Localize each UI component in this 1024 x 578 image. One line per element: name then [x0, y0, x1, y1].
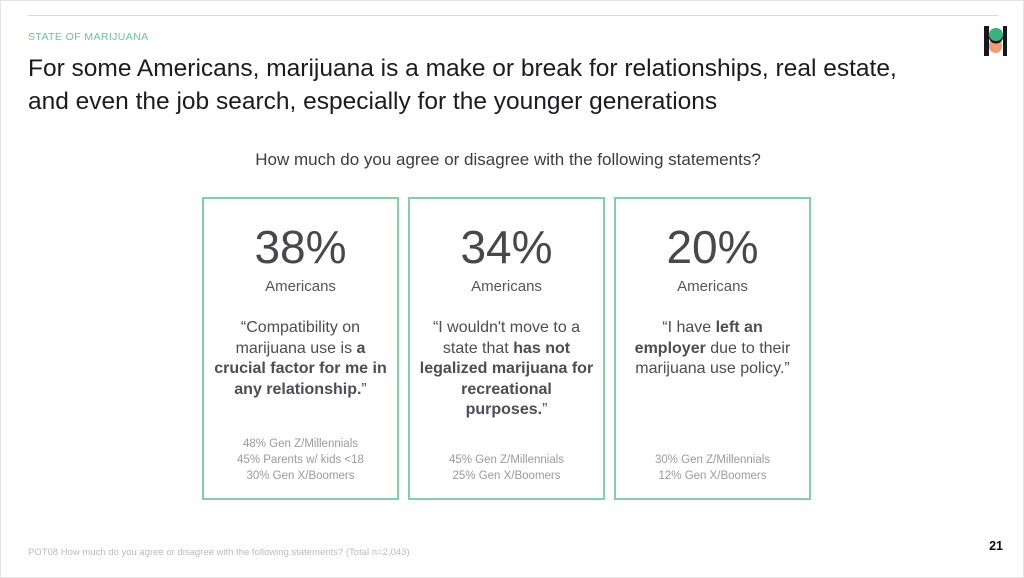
- quote-bold: has not legalized marijuana for recreati…: [419, 339, 594, 419]
- harris-poll-logo-icon: [984, 26, 1007, 56]
- stat-value: 34%: [460, 221, 553, 273]
- stat-label: Americans: [471, 278, 542, 296]
- quote-suffix: due to their marijuana use policy.”: [635, 339, 791, 378]
- logo-orange-dot-icon: [988, 39, 1003, 53]
- stat-card-real-estate: 34% Americans “I wouldn't move to a stat…: [408, 197, 605, 500]
- quote-suffix: ”: [361, 380, 367, 398]
- demographic-breakdowns: 30% Gen Z/Millennials 12% Gen X/Boomers: [655, 452, 770, 484]
- breakdown-line: 12% Gen X/Boomers: [658, 469, 767, 482]
- source-footnote: POT08 How much do you agree or disagree …: [28, 547, 410, 558]
- stat-value: 38%: [254, 221, 347, 273]
- demographic-breakdowns: 48% Gen Z/Millennials 45% Parents w/ kid…: [237, 436, 364, 484]
- section-eyebrow: STATE OF MARIJUANA: [28, 31, 149, 43]
- breakdown-line: 45% Parents w/ kids <18: [237, 453, 364, 466]
- breakdown-line: 45% Gen Z/Millennials: [448, 453, 565, 466]
- slide-title: For some Americans, marijuana is a make …: [28, 55, 897, 115]
- quote-text: “I wouldn't move to a state that has not…: [419, 318, 594, 420]
- stat-value: 20%: [666, 221, 759, 273]
- quote-text: “I have left an employer due to their ma…: [625, 318, 800, 379]
- stat-card-employer: 20% Americans “I have left an employer d…: [614, 197, 811, 500]
- stat-label: Americans: [677, 278, 748, 296]
- logo-left-bar-icon: [984, 26, 989, 56]
- breakdown-line: 25% Gen X/Boomers: [452, 469, 561, 482]
- logo-green-dot-icon: [988, 27, 1003, 41]
- stat-cards-row: 38% Americans “Compatibility on marijuan…: [202, 197, 811, 500]
- quote-text: “Compatibility on marijuana use is a cru…: [213, 318, 388, 400]
- logo-right-bar-icon: [1002, 26, 1007, 56]
- quote-prefix: “I have: [662, 319, 716, 337]
- quote-suffix: ”: [542, 401, 548, 419]
- survey-question: How much do you agree or disagree with t…: [255, 150, 761, 169]
- demographic-breakdowns: 45% Gen Z/Millennials 25% Gen X/Boomers: [449, 452, 564, 484]
- quote-bold: a crucial factor for me in any relations…: [214, 339, 387, 398]
- quote-bold: left an employer: [634, 319, 763, 357]
- breakdown-line: 30% Gen X/Boomers: [246, 469, 355, 482]
- stat-label: Americans: [265, 278, 336, 296]
- quote-prefix: “Compatibility on marijuana use is: [235, 319, 361, 357]
- quote-prefix: “I wouldn't move to a state that: [432, 319, 581, 357]
- stat-card-relationships: 38% Americans “Compatibility on marijuan…: [202, 197, 399, 500]
- breakdown-line: 30% Gen Z/Millennials: [654, 453, 771, 466]
- top-divider: [28, 15, 998, 16]
- page-number: 21: [989, 539, 1003, 553]
- breakdown-line: 48% Gen Z/Millennials: [242, 437, 359, 450]
